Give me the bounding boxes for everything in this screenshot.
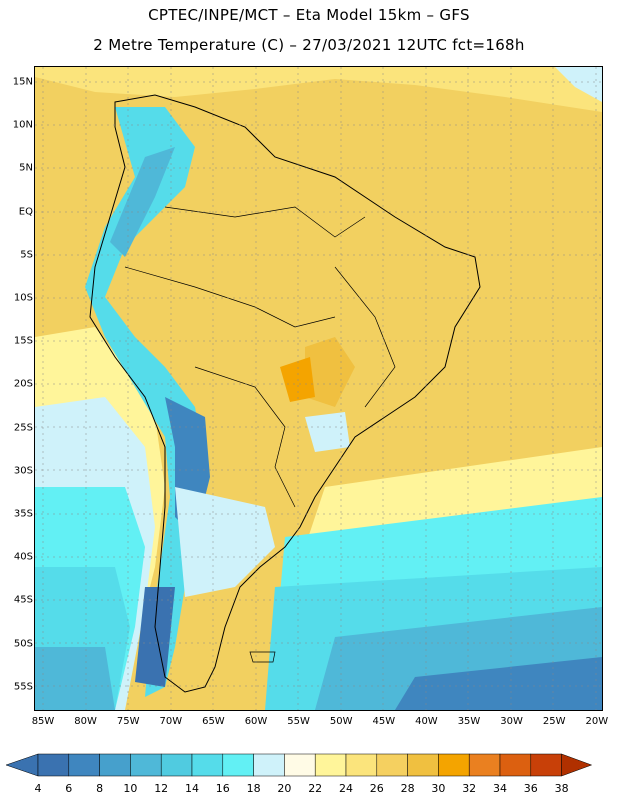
south-america-coastline — [89, 94, 481, 693]
patagonia-cold — [135, 587, 175, 687]
colorbar-cell — [438, 753, 470, 777]
latitude-label: 5N — [19, 162, 33, 174]
colorbar-cell — [376, 753, 408, 777]
latitude-label: EQ — [18, 206, 33, 218]
colorbar-label: 8 — [96, 782, 104, 795]
longitude-label: 40W — [415, 716, 438, 727]
colorbar-label: 36 — [523, 782, 538, 795]
map-title-line-2: 2 Metre Temperature (C) – 27/03/2021 12U… — [93, 36, 525, 54]
colorbar-min-arrow — [5, 753, 39, 777]
colorbar-cell — [530, 753, 562, 777]
colorbar-label: 32 — [462, 782, 477, 795]
colorbar-cell — [499, 753, 532, 777]
northern-borders — [164, 206, 366, 238]
southern-borders — [194, 366, 296, 508]
falkland-islands — [249, 651, 276, 663]
latitude-label: 35S — [13, 508, 33, 520]
temperature-map — [34, 66, 603, 711]
latitude-label: 20S — [13, 378, 33, 390]
colorbar-cell — [253, 753, 285, 777]
colorbar-label: 30 — [431, 782, 446, 795]
temperature-colorbar — [5, 753, 593, 777]
latitude-label: 30S — [13, 465, 33, 477]
longitude-label: 80W — [74, 716, 97, 727]
longitude-label: 20W — [585, 716, 609, 727]
colorbar-label: 4 — [34, 782, 42, 795]
longitude-label: 85W — [31, 716, 55, 727]
colorbar-label: 6 — [65, 782, 73, 795]
latitude-label: 15N — [12, 76, 33, 88]
latitude-label: 10S — [13, 292, 33, 304]
colorbar-label: 26 — [369, 782, 384, 795]
colorbar-cell — [160, 753, 193, 777]
colorbar-cell — [130, 753, 162, 777]
brazil-state-borders — [334, 266, 396, 408]
map-canvas — [35, 67, 602, 710]
longitude-label: 25W — [542, 716, 566, 727]
longitude-label: 55W — [287, 716, 310, 727]
northern-mild-band — [35, 67, 602, 112]
colorbar-cell — [407, 753, 439, 777]
longitude-label: 75W — [116, 716, 140, 727]
colorbar-max-arrow — [561, 753, 593, 777]
colorbar-cell — [191, 753, 224, 777]
colorbar-label: 18 — [246, 782, 261, 795]
graticule — [35, 67, 602, 710]
longitude-label: 50W — [329, 716, 353, 727]
central-borders — [124, 266, 336, 328]
longitude-label: 30W — [500, 716, 523, 727]
colorbar-label: 24 — [339, 782, 353, 795]
longitude-label: 60W — [244, 716, 268, 727]
colorbar-label: 38 — [554, 782, 569, 795]
colorbar-label: 12 — [154, 782, 169, 795]
latitude-label: 25S — [13, 422, 33, 434]
colorbar-label: 10 — [123, 782, 138, 795]
map-title-line-1: CPTEC/INPE/MCT – Eta Model 15km – GFS — [148, 6, 470, 24]
colorbar-cell — [37, 753, 70, 777]
longitude-label: 35W — [457, 716, 481, 727]
patagonia-steppe-cool — [175, 487, 275, 597]
northern-andes-cold — [110, 147, 175, 257]
subantarctic-cold-zone — [395, 657, 602, 710]
interior-hot-core — [305, 337, 355, 407]
southeast-brazil-cool — [305, 412, 350, 452]
colorbar-label: 34 — [493, 782, 507, 795]
latitude-label: 40S — [13, 551, 33, 563]
colorbar-cell — [222, 753, 254, 777]
colorbar-label: 14 — [185, 782, 199, 795]
longitude-label: 70W — [159, 716, 183, 727]
colorbar-label: 20 — [277, 782, 292, 795]
latitude-label: 45S — [13, 594, 33, 606]
colorbar-label: 16 — [215, 782, 230, 795]
andes-cold-spine — [85, 107, 205, 697]
latitude-label: 15S — [13, 335, 33, 347]
caribbean-cool-patch — [555, 67, 602, 102]
colorbar-cell — [284, 753, 316, 777]
colorbar-cell — [314, 753, 347, 777]
latitude-label: 10N — [12, 119, 33, 131]
colorbar-cell — [99, 753, 131, 777]
colorbar-cell — [468, 753, 501, 777]
longitude-label: 45W — [372, 716, 396, 727]
colorbar-cell — [345, 753, 378, 777]
colorbar-label: 22 — [308, 782, 323, 795]
colorbar-label: 28 — [400, 782, 415, 795]
colorbar-cell — [68, 753, 100, 777]
longitude-label: 65W — [202, 716, 225, 727]
pantanal-hot-spot — [280, 357, 315, 402]
latitude-label: 50S — [13, 638, 33, 650]
latitude-label: 55S — [13, 681, 33, 693]
pacific-subantarctic-zone — [35, 647, 115, 710]
latitude-label: 5S — [20, 249, 33, 261]
